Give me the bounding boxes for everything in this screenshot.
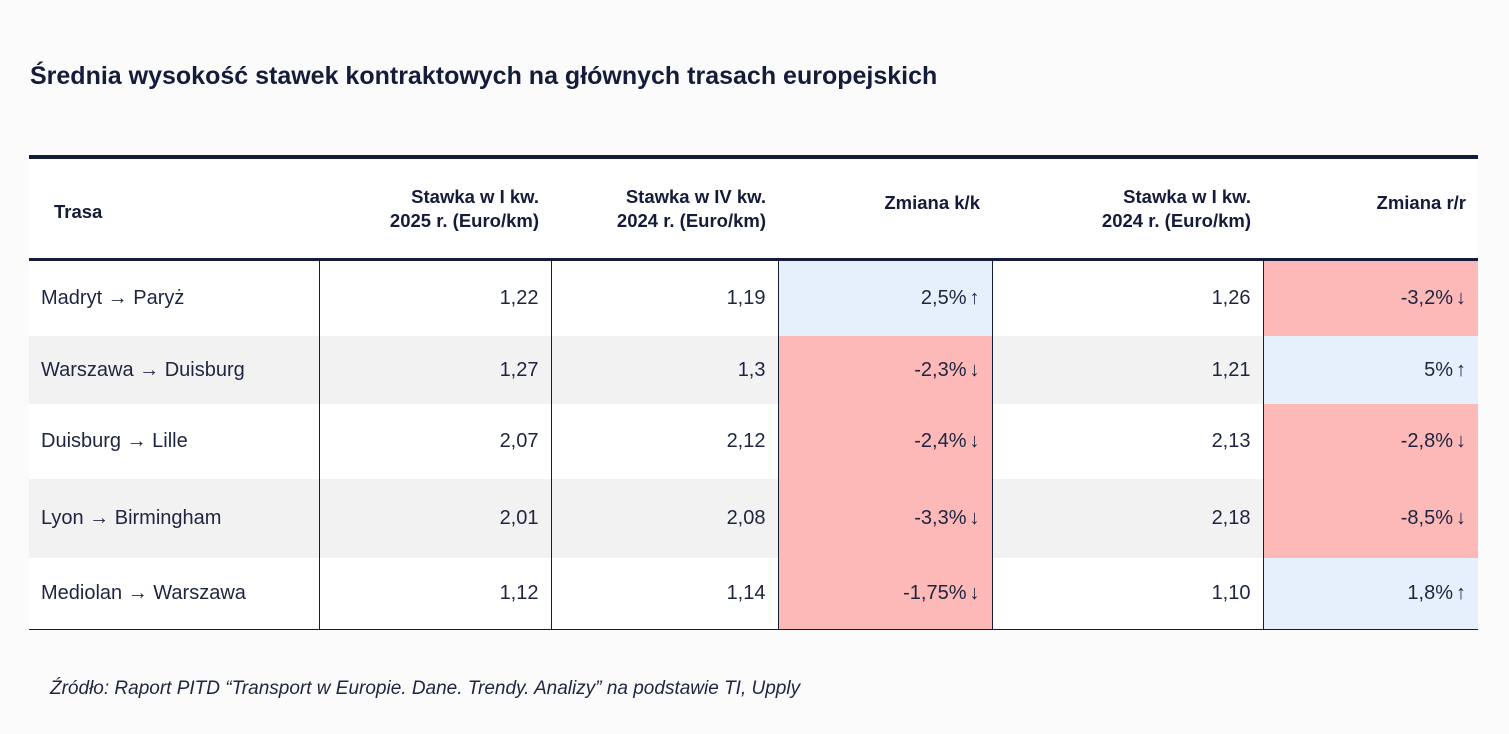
cell-q1-2025-value: 1,27 [499, 358, 539, 381]
cell-yoy-change: -2,8% ↓ [1262, 404, 1478, 479]
trend-arrow-icon: ↓ [969, 430, 980, 452]
column-header-q4-2024-line2: 2024 r. (Euro/km) [616, 209, 766, 231]
trend-arrow-icon: ↓ [969, 582, 980, 604]
column-header-q1-2025-line2: 2025 r. (Euro/km) [389, 209, 539, 231]
column-header-q4-2024: Stawka w IV kw. 2024 r. (Euro/km) [551, 157, 778, 260]
table-row: Mediolan → Warszawa 1,12 1,14 -1,75% ↓ 1,10 1,… [29, 558, 1478, 630]
cell-route: Duisburg → Lille [29, 404, 319, 479]
cell-yoy-change-value: 1,8% [1407, 582, 1453, 604]
column-header-route: Trasa [29, 157, 319, 260]
cell-q1-2024: 1,21 [991, 336, 1263, 404]
column-header-route-label: Trasa [54, 200, 103, 222]
cell-q4-2024: 1,3 [550, 336, 778, 404]
cell-q1-2025-value: 1,12 [499, 582, 539, 604]
cell-q1-2025: 1,27 [318, 336, 551, 404]
cell-route-value: Lyon → Birmingham [41, 507, 222, 529]
cell-qoq-change: -2,3% ↓ [777, 336, 992, 404]
cell-route-value: Duisburg → Lille [41, 430, 188, 452]
column-header-qoq-label: Zmiana k/k [884, 191, 980, 213]
cell-q1-2025: 2,01 [318, 479, 551, 558]
cell-qoq-change: 2,5% ↑ [777, 259, 992, 336]
cell-q1-2024-value: 1,21 [1211, 358, 1251, 381]
cell-q4-2024-value: 1,14 [726, 582, 766, 604]
trend-arrow-icon: ↓ [969, 507, 980, 529]
cell-yoy-change-value: -8,5% [1400, 507, 1453, 529]
column-header-yoy-label: Zmiana r/r [1376, 191, 1466, 213]
cell-q1-2024-value: 2,13 [1211, 430, 1251, 452]
cell-yoy-change: -3,2% ↓ [1262, 259, 1478, 336]
cell-q1-2025-value: 2,07 [499, 430, 539, 452]
trend-arrow-icon: ↑ [969, 287, 980, 309]
column-header-q1-2025-line1: Stawka w I kw. [411, 185, 539, 207]
column-header-q1-2024-line1: Stawka w I kw. [1123, 185, 1251, 207]
column-header-q1-2025: Stawka w I kw. 2025 r. (Euro/km) [319, 157, 551, 260]
cell-route: Lyon → Birmingham [29, 479, 319, 558]
column-header-q1-2024: Stawka w I kw. 2024 r. (Euro/km) [992, 157, 1263, 260]
cell-route: Warszawa → Duisburg [29, 336, 319, 404]
cell-q1-2024: 1,10 [991, 558, 1263, 630]
cell-q1-2025: 1,12 [318, 558, 551, 630]
cell-q4-2024-value: 1,19 [726, 287, 766, 309]
cell-q1-2024-value: 1,10 [1211, 582, 1251, 604]
trend-arrow-icon: ↓ [1456, 287, 1466, 309]
table-body: Madryt → Paryż 1,22 1,19 2,5% ↑ 1,26 -3,2% ↓ War… [29, 259, 1478, 630]
table-row: Lyon → Birmingham 2,01 2,08 -3,3% ↓ 2,18 -8,5%… [29, 479, 1478, 558]
cell-qoq-change: -2,4% ↓ [777, 404, 992, 479]
column-header-q1-2024-line2: 2024 r. (Euro/km) [1101, 209, 1251, 231]
cell-q1-2025: 2,07 [318, 404, 551, 479]
cell-q1-2025: 1,22 [318, 259, 551, 336]
table-row: Madryt → Paryż 1,22 1,19 2,5% ↑ 1,26 -3,2% ↓ [29, 259, 1478, 337]
cell-q1-2024: 2,18 [991, 479, 1263, 558]
cell-q4-2024: 1,14 [550, 558, 778, 630]
cell-qoq-change-value: -2,3% [914, 358, 967, 381]
cell-yoy-change-value: 5% [1424, 358, 1453, 381]
cell-qoq-change-value: -3,3% [914, 507, 967, 529]
cell-q4-2024: 1,19 [550, 259, 778, 336]
table-row: Warszawa → Duisburg 1,27 1,3 -2,3% ↓ 1,21 5% ↑ [29, 336, 1478, 404]
rates-table-container: Trasa Stawka w I kw. 2025 r. (Euro/km) S… [29, 155, 1478, 630]
cell-route-value: Mediolan → Warszawa [41, 582, 246, 604]
trend-arrow-icon: ↓ [1456, 507, 1466, 529]
table-header-row: Trasa Stawka w I kw. 2025 r. (Euro/km) S… [29, 157, 1478, 260]
rates-table: Trasa Stawka w I kw. 2025 r. (Euro/km) S… [29, 155, 1478, 630]
cell-q1-2024-value: 2,18 [1211, 507, 1251, 529]
cell-q4-2024-value: 2,12 [726, 430, 766, 452]
trend-arrow-icon: ↑ [1456, 582, 1466, 604]
column-header-yoy-change: Zmiana r/r [1263, 157, 1478, 260]
cell-q4-2024-value: 1,3 [737, 358, 766, 381]
cell-yoy-change-value: -2,8% [1400, 430, 1453, 452]
cell-q4-2024-value: 2,08 [726, 507, 766, 529]
cell-qoq-change: -3,3% ↓ [777, 479, 992, 558]
cell-yoy-change: 5% ↑ [1262, 336, 1478, 404]
chart-title: Średnia wysokość stawek kontraktowych na… [30, 62, 938, 90]
cell-q1-2024-value: 1,26 [1211, 287, 1251, 309]
cell-route: Madryt → Paryż [29, 260, 319, 337]
cell-yoy-change: -8,5% ↓ [1262, 479, 1478, 558]
table-row: Duisburg → Lille 2,07 2,12 -2,4% ↓ 2,13 -2,8% ↓ [29, 404, 1478, 479]
cell-q1-2025-value: 2,01 [499, 507, 539, 529]
cell-route-value: Warszawa → Duisburg [41, 358, 245, 381]
trend-arrow-icon: ↓ [969, 358, 980, 381]
cell-q4-2024: 2,08 [550, 479, 778, 558]
cell-q4-2024: 2,12 [550, 404, 778, 479]
column-header-qoq-change: Zmiana k/k [778, 157, 992, 260]
cell-q1-2024: 2,13 [991, 404, 1263, 479]
cell-qoq-change: -1,75% ↓ [777, 558, 992, 630]
cell-yoy-change-value: -3,2% [1400, 287, 1453, 309]
column-header-q4-2024-line1: Stawka w IV kw. [625, 185, 766, 207]
cell-qoq-change-value: 2,5% [920, 287, 967, 309]
cell-q1-2024: 1,26 [991, 259, 1263, 336]
cell-qoq-change-value: -2,4% [914, 430, 967, 452]
cell-route-value: Madryt → Paryż [41, 287, 185, 309]
trend-arrow-icon: ↓ [1456, 430, 1466, 452]
cell-q1-2025-value: 1,22 [499, 287, 539, 309]
cell-route: Mediolan → Warszawa [29, 558, 319, 630]
cell-yoy-change: 1,8% ↑ [1262, 558, 1478, 630]
cell-qoq-change-value: -1,75% [903, 582, 967, 604]
trend-arrow-icon: ↑ [1456, 358, 1466, 381]
source-note: Źródło: Raport PITD “Transport w Europie… [50, 678, 801, 699]
